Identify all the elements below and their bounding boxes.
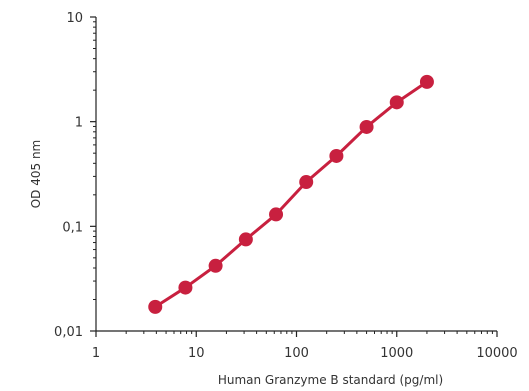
- data-point: [389, 95, 404, 110]
- data-point: [238, 232, 253, 247]
- data-point: [208, 258, 223, 273]
- data-point: [299, 175, 314, 190]
- y-tick-label: 0,1: [62, 220, 83, 235]
- y-tick-label: 10: [66, 11, 83, 26]
- tick-labels: 0,01 0,1 1 10 1 10 100 1000 10000: [54, 11, 518, 361]
- x-tick-label: 1000: [380, 346, 413, 361]
- x-tick-label: 10: [188, 346, 205, 361]
- data-point: [148, 299, 163, 314]
- y-tick-label: 0,01: [54, 325, 83, 340]
- data-point: [269, 207, 284, 222]
- data-point: [359, 119, 374, 134]
- x-tick-label: 10000: [476, 346, 517, 361]
- y-tick-label: 1: [75, 116, 83, 131]
- data-point: [178, 280, 193, 295]
- x-axis-title: Human Granzyme B standard (pg/ml): [218, 373, 443, 387]
- x-tick-label: 1: [92, 346, 100, 361]
- data-point: [419, 74, 434, 89]
- y-axis-title: OD 405 nm: [29, 140, 43, 209]
- axes: [90, 16, 498, 337]
- data-point: [329, 148, 344, 163]
- series-group: [148, 74, 434, 314]
- series-line: [153, 80, 429, 309]
- x-tick-label: 100: [284, 346, 309, 361]
